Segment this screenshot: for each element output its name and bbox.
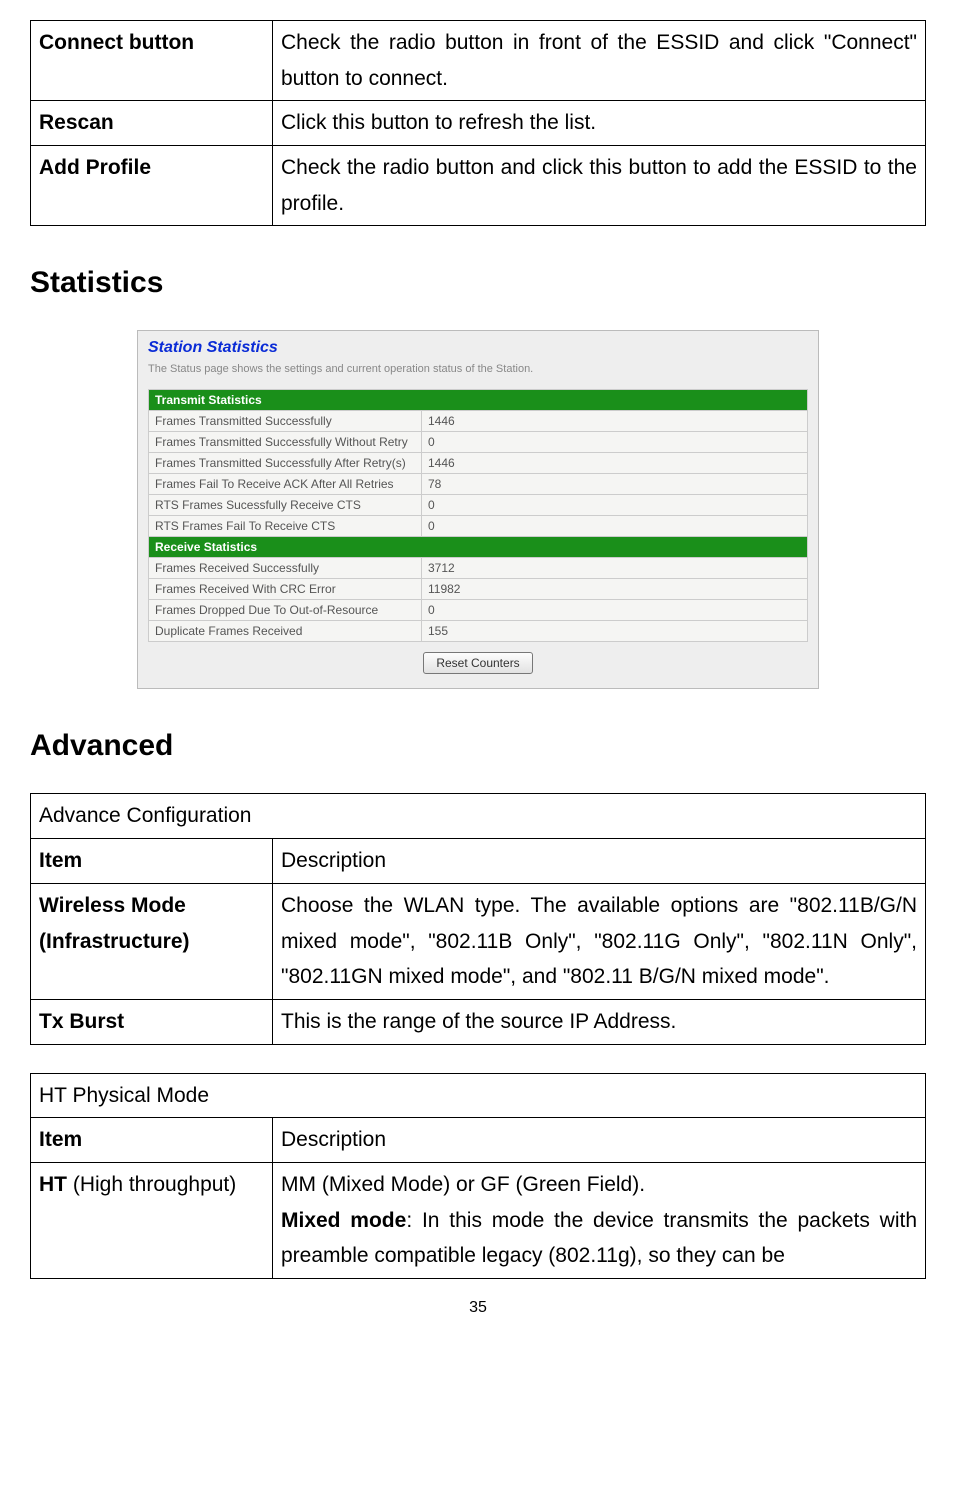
table-row: Connect button Check the radio button in… — [31, 21, 926, 101]
page-number: 35 — [30, 1299, 926, 1317]
cell-label: Tx Burst — [31, 999, 273, 1044]
stats-label: Duplicate Frames Received — [149, 621, 422, 642]
table-header-row: Item Description — [31, 1118, 926, 1163]
cell-desc: Check the radio button in front of the E… — [273, 21, 926, 101]
stats-row: Frames Fail To Receive ACK After All Ret… — [149, 474, 808, 495]
stats-value: 3712 — [422, 558, 808, 579]
stats-title: Station Statistics — [148, 339, 808, 357]
ht-desc-line1: MM (Mixed Mode) or GF (Green Field). — [281, 1173, 645, 1196]
stats-row: RTS Frames Sucessfully Receive CTS0 — [149, 495, 808, 516]
top-table: Connect button Check the radio button in… — [30, 20, 926, 226]
stats-value: 0 — [422, 495, 808, 516]
header-item: Item — [31, 839, 273, 884]
cell-desc: This is the range of the source IP Addre… — [273, 999, 926, 1044]
cell-label: HT (High throughput) — [31, 1162, 273, 1278]
ht-mode-table: HT Physical Mode Item Description HT (Hi… — [30, 1073, 926, 1279]
table-row: Rescan Click this button to refresh the … — [31, 101, 926, 146]
stats-label: Frames Transmitted Successfully Without … — [149, 432, 422, 453]
ht-label-rest: (High throughput) — [67, 1173, 236, 1196]
stats-rx-header: Receive Statistics — [149, 537, 808, 558]
header-desc: Description — [273, 839, 926, 884]
stats-value: 0 — [422, 432, 808, 453]
cell-label: Rescan — [31, 101, 273, 146]
table-row: HT (High throughput) MM (Mixed Mode) or … — [31, 1162, 926, 1278]
table-caption-row: Advance Configuration — [31, 794, 926, 839]
stats-value: 1446 — [422, 411, 808, 432]
statistics-card: Station Statistics The Status page shows… — [137, 330, 819, 689]
stats-label: Frames Dropped Due To Out-of-Resource — [149, 600, 422, 621]
stats-tx-header: Transmit Statistics — [149, 390, 808, 411]
stats-row: Frames Dropped Due To Out-of-Resource0 — [149, 600, 808, 621]
stats-label: Frames Received With CRC Error — [149, 579, 422, 600]
header-desc: Description — [273, 1118, 926, 1163]
stats-label: RTS Frames Fail To Receive CTS — [149, 516, 422, 537]
ht-desc-bold: Mixed mode — [281, 1209, 406, 1232]
cell-desc: Choose the WLAN type. The available opti… — [273, 883, 926, 999]
stats-value: 155 — [422, 621, 808, 642]
stats-row: RTS Frames Fail To Receive CTS0 — [149, 516, 808, 537]
header-item: Item — [31, 1118, 273, 1163]
stats-row: Frames Transmitted Successfully1446 — [149, 411, 808, 432]
reset-counters-button[interactable]: Reset Counters — [423, 652, 532, 674]
stats-value: 11982 — [422, 579, 808, 600]
stats-label: Frames Transmitted Successfully After Re… — [149, 453, 422, 474]
table-row: Wireless Mode (Infrastructure) Choose th… — [31, 883, 926, 999]
cell-desc: Click this button to refresh the list. — [273, 101, 926, 146]
advanced-heading: Advanced — [30, 729, 926, 763]
cell-label: Connect button — [31, 21, 273, 101]
stats-label: Frames Fail To Receive ACK After All Ret… — [149, 474, 422, 495]
statistics-heading: Statistics — [30, 266, 926, 300]
stats-row: Frames Received Successfully3712 — [149, 558, 808, 579]
ht-label-bold: HT — [39, 1173, 67, 1196]
stats-row: Frames Received With CRC Error11982 — [149, 579, 808, 600]
stats-tx-header-cell: Transmit Statistics — [149, 390, 808, 411]
stats-row: Duplicate Frames Received155 — [149, 621, 808, 642]
cell-label: Wireless Mode (Infrastructure) — [31, 883, 273, 999]
table-row: Add Profile Check the radio button and c… — [31, 146, 926, 226]
table-caption: HT Physical Mode — [31, 1073, 926, 1118]
cell-label: Add Profile — [31, 146, 273, 226]
table-caption-row: HT Physical Mode — [31, 1073, 926, 1118]
stats-table: Transmit Statistics Frames Transmitted S… — [148, 389, 808, 642]
stats-rx-header-cell: Receive Statistics — [149, 537, 808, 558]
stats-label: Frames Transmitted Successfully — [149, 411, 422, 432]
advance-config-table: Advance Configuration Item Description W… — [30, 793, 926, 1044]
stats-label: Frames Received Successfully — [149, 558, 422, 579]
stats-row: Frames Transmitted Successfully Without … — [149, 432, 808, 453]
cell-desc: Check the radio button and click this bu… — [273, 146, 926, 226]
reset-wrap: Reset Counters — [148, 642, 808, 678]
stats-value: 78 — [422, 474, 808, 495]
table-row: Tx Burst This is the range of the source… — [31, 999, 926, 1044]
stats-value: 0 — [422, 600, 808, 621]
stats-value: 0 — [422, 516, 808, 537]
table-header-row: Item Description — [31, 839, 926, 884]
cell-desc: MM (Mixed Mode) or GF (Green Field). Mix… — [273, 1162, 926, 1278]
stats-value: 1446 — [422, 453, 808, 474]
stats-row: Frames Transmitted Successfully After Re… — [149, 453, 808, 474]
stats-label: RTS Frames Sucessfully Receive CTS — [149, 495, 422, 516]
table-caption: Advance Configuration — [31, 794, 926, 839]
stats-subtitle: The Status page shows the settings and c… — [148, 363, 808, 375]
